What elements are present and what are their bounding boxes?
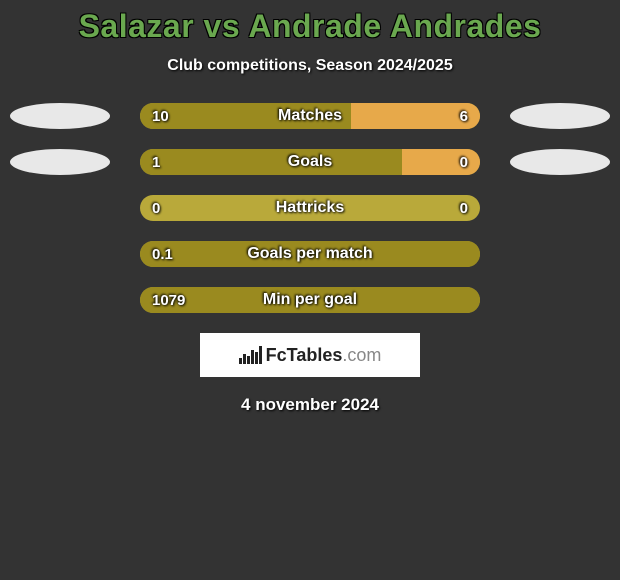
- comparison-row: Min per goal1079: [0, 287, 620, 313]
- stat-bar: Hattricks0 0: [140, 195, 480, 221]
- subtitle: Club competitions, Season 2024/2025: [0, 57, 620, 75]
- stat-bar: Matches106: [140, 103, 480, 129]
- logo-suffix: .com: [342, 345, 381, 365]
- stat-label: Hattricks: [140, 195, 480, 221]
- logo-text: FcTables.com: [266, 345, 382, 366]
- logo-box: FcTables.com: [200, 333, 420, 377]
- stat-bar: Goals10: [140, 149, 480, 175]
- logo-main: Tables: [287, 345, 343, 365]
- stat-bar: Goals per match0.1: [140, 241, 480, 267]
- player-left-oval: [10, 103, 110, 129]
- stat-bar: Min per goal1079: [140, 287, 480, 313]
- date-text: 4 november 2024: [0, 395, 620, 415]
- player-left-oval: [10, 149, 110, 175]
- bar-left-fill: [140, 287, 480, 313]
- comparison-row: Goals10: [0, 149, 620, 175]
- bar-left-fill: [140, 149, 402, 175]
- comparison-row: Hattricks0 0: [0, 195, 620, 221]
- comparison-row: Matches106: [0, 103, 620, 129]
- bar-left-fill: [140, 103, 351, 129]
- chart-icon: [239, 346, 262, 364]
- bar-left-fill: [140, 241, 480, 267]
- bar-right-fill: [351, 103, 480, 129]
- page-title: Salazar vs Andrade Andrades: [0, 0, 620, 45]
- logo-prefix: Fc: [266, 345, 287, 365]
- player-right-oval: [510, 149, 610, 175]
- comparison-rows: Matches106 Goals10 Hattricks0 0 Goals per ma…: [0, 103, 620, 313]
- player-right-oval: [510, 103, 610, 129]
- comparison-row: Goals per match0.1: [0, 241, 620, 267]
- stat-left-value: 0: [152, 195, 160, 221]
- stat-right-value: 0: [460, 195, 468, 221]
- bar-right-fill: [402, 149, 480, 175]
